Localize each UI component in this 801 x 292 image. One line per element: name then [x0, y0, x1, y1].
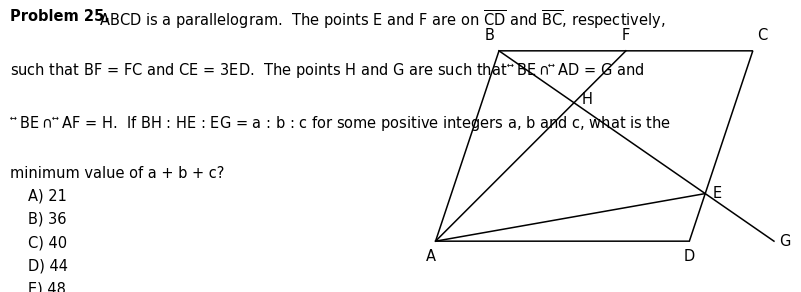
Text: E: E: [713, 186, 722, 201]
Text: H: H: [582, 92, 593, 107]
Text: F: F: [622, 28, 630, 43]
Text: A: A: [426, 249, 436, 264]
Text: ABCD is a parallelogram.  The points E and F are on $\overline{\rm CD}$ and $\ov: ABCD is a parallelogram. The points E an…: [90, 9, 665, 31]
Text: C: C: [758, 28, 768, 43]
Text: A) 21: A) 21: [28, 188, 67, 203]
Text: B) 36: B) 36: [28, 212, 66, 227]
Text: Problem 25.: Problem 25.: [10, 9, 110, 24]
Text: such that BF = FC and CE = 3ED.  The points H and G are such that $\overleftrigh: such that BF = FC and CE = 3ED. The poin…: [10, 61, 644, 80]
Text: D: D: [684, 249, 695, 264]
Text: minimum value of a + b + c?: minimum value of a + b + c?: [10, 166, 224, 181]
Text: $\overleftrightarrow{\rm BE} \cap \overleftrightarrow{\rm AF}$ = H.  If BH : HE : $\overleftrightarrow{\rm BE} \cap \overl…: [10, 114, 670, 133]
Text: E) 48: E) 48: [28, 282, 66, 292]
Text: B: B: [485, 28, 494, 43]
Text: G: G: [779, 234, 790, 249]
Text: C) 40: C) 40: [28, 235, 67, 250]
Text: D) 44: D) 44: [28, 258, 68, 273]
